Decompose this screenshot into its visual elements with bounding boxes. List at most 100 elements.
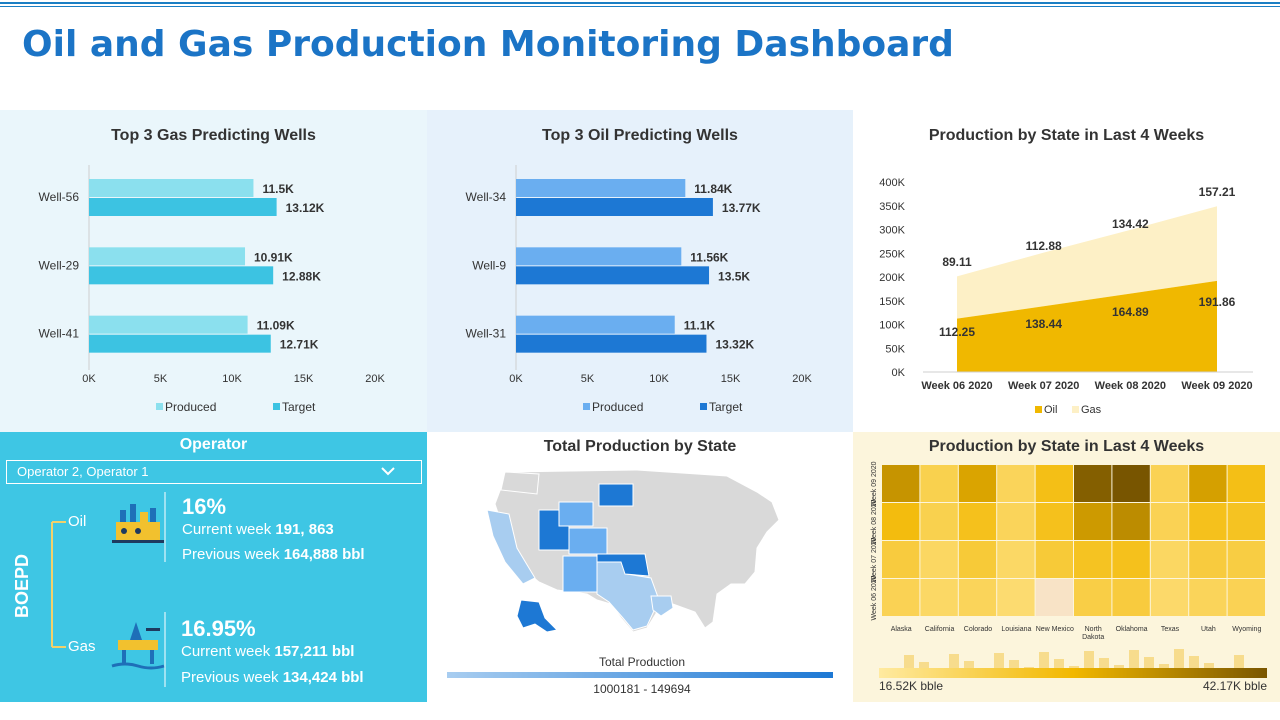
state-wyoming — [558, 501, 594, 527]
heatmap-col-label: Wyoming — [1232, 626, 1261, 633]
legend-swatch — [156, 403, 163, 410]
x-tick-label: Week 07 2020 — [1008, 380, 1079, 392]
heatmap-col-label: New Mexico — [1036, 626, 1074, 633]
legend-swatch — [273, 403, 280, 410]
skyline-block — [1189, 656, 1199, 678]
x-tick-label: 0K — [82, 373, 96, 385]
bar-target — [516, 266, 710, 285]
x-tick-label: Week 08 2020 — [1095, 380, 1166, 392]
area-chart: 0K 50K 100K 150K 200K 250K 300K 350K 400K Week 06… — [879, 177, 1253, 416]
heatmap-cell — [1227, 465, 1265, 502]
legend-swatch — [583, 403, 590, 410]
heatmap-col-label: Colorado — [964, 626, 993, 633]
bar-produced — [89, 179, 254, 197]
bar-data-label: 13.77K — [722, 201, 761, 215]
heatmap-panel: Production by State in Last 4 Weeks Week… — [853, 432, 1280, 702]
heatmap-row-label: Week 08 2020 — [871, 499, 878, 544]
gas-pct: 16.95% — [181, 616, 256, 641]
x-tick-label: 0K — [509, 373, 523, 385]
map-legend-gradient — [447, 672, 833, 678]
bar-target — [516, 198, 713, 216]
oil-wells-chart: 0K 5K 10K 15K 20K Well-34 11.84K 13.77K Well-9 11… — [466, 165, 812, 414]
oil-current: Current week 191, 863 — [182, 521, 334, 538]
heatmap-cell — [1227, 579, 1265, 616]
map-panel: Total Production by State Total Producti… — [427, 432, 853, 702]
bar-data-label: 11.5K — [262, 182, 294, 196]
legend-label: Target — [282, 400, 316, 414]
operator-panel: Operator Operator 2, Operator 1 BO — [0, 432, 427, 702]
heatmap-title: Production by State in Last 4 Weeks — [928, 438, 1205, 455]
heatmap-cell — [882, 579, 920, 616]
heatmap-col-label: Louisiana — [1001, 626, 1031, 633]
oil-data-label: 164.89 — [1112, 305, 1149, 319]
y-tick-label: 350K — [879, 201, 905, 213]
operator-select[interactable]: Operator 2, Operator 1 — [6, 460, 422, 484]
map-legend-title: Total Production — [599, 655, 685, 669]
heatmap-col-label: California — [925, 626, 955, 633]
skyline-block — [1144, 657, 1154, 678]
oil-previous-prefix: Previous week — [182, 546, 280, 563]
category-label: Well-31 — [466, 327, 507, 341]
category-label: Well-56 — [39, 190, 80, 204]
state-oklahoma — [596, 553, 650, 577]
x-tick-label: Week 09 2020 — [1181, 380, 1252, 392]
x-tick-label: 20K — [792, 373, 812, 385]
bar-target — [89, 334, 271, 353]
skyline-block — [1174, 649, 1184, 678]
oil-previous: Previous week 164,888 bbl — [182, 546, 365, 563]
legend-label-oil: Oil — [1044, 404, 1057, 416]
gas-wells-chart: 0K 5K 10K 15K 20K Well-56 11.5K 13.12K Well-29 10… — [39, 165, 385, 414]
heatmap-cell — [997, 579, 1035, 616]
bar-data-label: 11.84K — [694, 182, 732, 196]
bar-target — [89, 266, 274, 285]
x-tick-label: 20K — [365, 373, 385, 385]
x-tick-label: 10K — [649, 373, 669, 385]
operator-header: Operator — [179, 436, 248, 453]
operator-select-value: Operator 2, Operator 1 — [17, 464, 149, 479]
skyline-block — [1084, 651, 1094, 678]
legend-label-gas: Gas — [1081, 404, 1102, 416]
skyline-block — [949, 654, 959, 678]
heatmap-col-label: Utah — [1201, 626, 1216, 633]
y-tick-label: 300K — [879, 225, 905, 237]
heatmap-cell — [1189, 541, 1227, 578]
heatmap-cell — [1189, 579, 1227, 616]
heatmap-cell — [1074, 465, 1112, 502]
y-tick-label: 250K — [879, 248, 905, 260]
gas-wells-title: Top 3 Gas Predicting Wells — [111, 127, 316, 144]
y-tick-label: 50K — [885, 343, 905, 355]
oil-data-label: 112.25 — [939, 325, 975, 339]
oil-current-value: 191, 863 — [275, 521, 334, 538]
oil-data-label: 138.44 — [1025, 317, 1062, 331]
y-tick-label: 100K — [879, 320, 905, 332]
gas-previous-value: 134,424 bbl — [282, 669, 364, 686]
bar-produced — [516, 315, 675, 334]
heatmap-cell — [1112, 579, 1150, 616]
category-label: Well-29 — [39, 258, 80, 272]
legend-swatch-oil — [1035, 406, 1042, 413]
heatmap-scale-max: 42.17K bble — [1203, 679, 1267, 693]
y-tick-label: 150K — [879, 296, 905, 308]
state-alaska — [516, 599, 559, 633]
heatmap-cell — [997, 503, 1035, 540]
heatmap-cell — [1035, 503, 1073, 540]
bar-target — [89, 198, 277, 216]
skyline-block — [904, 655, 914, 678]
heatmap-cell — [1150, 465, 1189, 502]
heatmap-col-label: Oklahoma — [1116, 626, 1148, 633]
heatmap-cell — [1112, 465, 1150, 502]
gas-current: Current week 157,211 bbl — [181, 643, 354, 660]
area-panel: Production by State in Last 4 Weeks 0K 50… — [853, 110, 1280, 432]
bar-target — [516, 334, 707, 353]
skyline-block — [1039, 652, 1049, 678]
y-tick-label: 400K — [879, 177, 905, 189]
state-washington — [500, 471, 540, 495]
bar-produced — [89, 247, 246, 266]
bar-data-label: 11.1K — [684, 319, 716, 333]
bar-data-label: 13.12K — [286, 201, 325, 215]
bar-data-label: 12.88K — [282, 269, 321, 283]
category-label: Well-9 — [472, 258, 506, 272]
skyline-block — [994, 653, 1004, 678]
oil-data-label: 191.86 — [1199, 295, 1236, 309]
area-gas — [957, 206, 1217, 319]
